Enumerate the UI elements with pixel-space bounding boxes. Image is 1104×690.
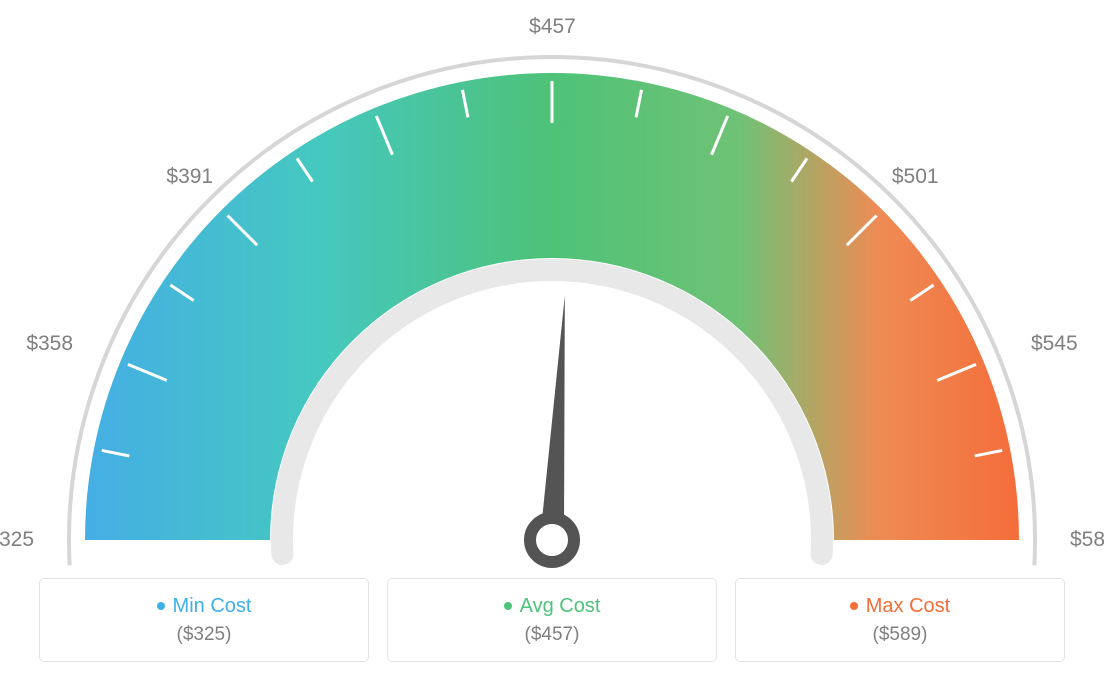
gauge-tick-label: $501 (888, 165, 943, 189)
dot-min (157, 602, 165, 610)
legend-row: Min Cost ($325) Avg Cost ($457) Max Cost… (0, 578, 1104, 662)
gauge-tick-label: $358 (18, 332, 73, 356)
gauge-tick-label: $545 (1031, 332, 1078, 356)
gauge-tick-label: $325 (0, 528, 34, 552)
legend-label-max: Max Cost (866, 595, 950, 618)
legend-value-avg: ($457) (525, 624, 580, 646)
legend-value-max: ($589) (873, 624, 928, 646)
dot-avg (504, 602, 512, 610)
legend-value-min: ($325) (177, 624, 232, 646)
legend-card-max: Max Cost ($589) (735, 578, 1065, 662)
legend-label-avg: Avg Cost (520, 595, 601, 618)
legend-card-avg: Avg Cost ($457) (387, 578, 717, 662)
legend-label-min: Min Cost (173, 595, 252, 618)
dot-max (850, 602, 858, 610)
gauge-svg (0, 10, 1104, 570)
legend-card-min: Min Cost ($325) (39, 578, 369, 662)
gauge-tick-label: $391 (162, 165, 217, 189)
gauge-tick-label: $589 (1070, 528, 1104, 552)
gauge-tick-label: $457 (525, 15, 580, 39)
cost-gauge: $325 $358 $391 $457 $501 $545 $589 (0, 10, 1104, 570)
